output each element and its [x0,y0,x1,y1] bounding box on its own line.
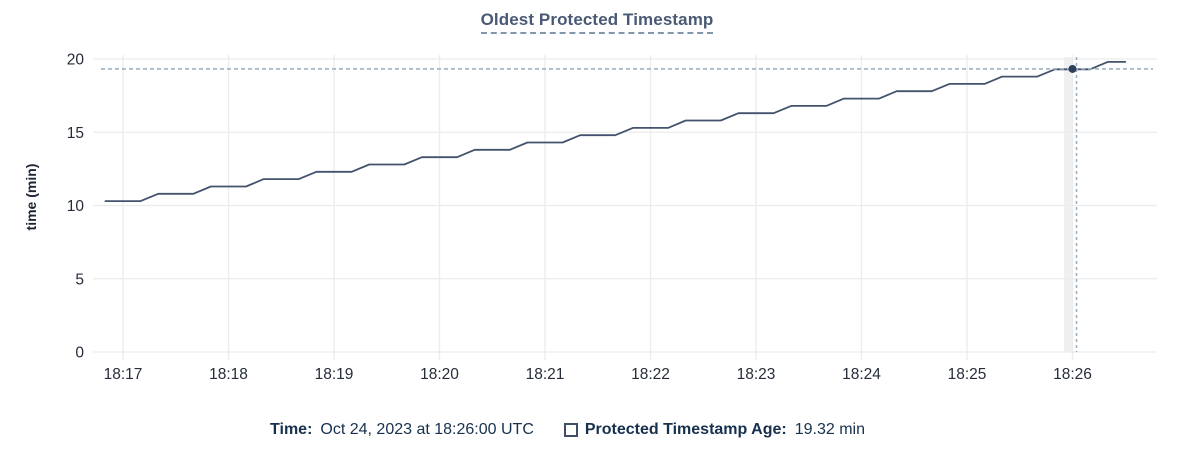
x-tick-label: 18:26 [1053,366,1092,383]
series-checkbox[interactable] [563,423,578,437]
series-value: 19.32 min [794,421,865,438]
x-tick-label: 18:17 [104,366,143,383]
time-label: Time: [270,421,313,438]
chart-title[interactable]: Oldest Protected Timestamp [480,10,714,34]
x-tick-label: 18:19 [315,366,354,383]
x-tick-label: 18:24 [842,366,881,383]
x-tick-label: 18:25 [948,366,987,383]
line-chart-canvas[interactable]: 0 5 10 15 20 18:17 18:18 18:19 18:20 18:21 18:22 18… [0,0,1194,400]
series-line [104,61,1127,203]
time-value: Oct 24, 2023 at 18:26:00 UTC [320,421,534,438]
x-tick-label: 18:23 [737,366,776,383]
x-tick-label: 18:18 [209,366,248,383]
y-tick-label: 20 [67,52,85,69]
hover-band [1064,57,1073,352]
y-tick-label: 0 [75,345,84,362]
y-tick-label: 5 [75,271,84,288]
x-tick-label: 18:22 [631,366,670,383]
y-tick-label: 15 [67,125,84,142]
y-tick-label: 10 [67,198,85,215]
highlight-dot [1068,64,1077,73]
series-label: Protected Timestamp Age: [584,421,787,438]
chart-title-row: Oldest Protected Timestamp [0,10,1194,34]
hover-legend: Time: Oct 24, 2023 at 18:26:00 UTC Prote… [0,420,1135,440]
x-tick-label: 18:20 [420,366,459,383]
x-tick-label: 18:21 [526,366,565,383]
